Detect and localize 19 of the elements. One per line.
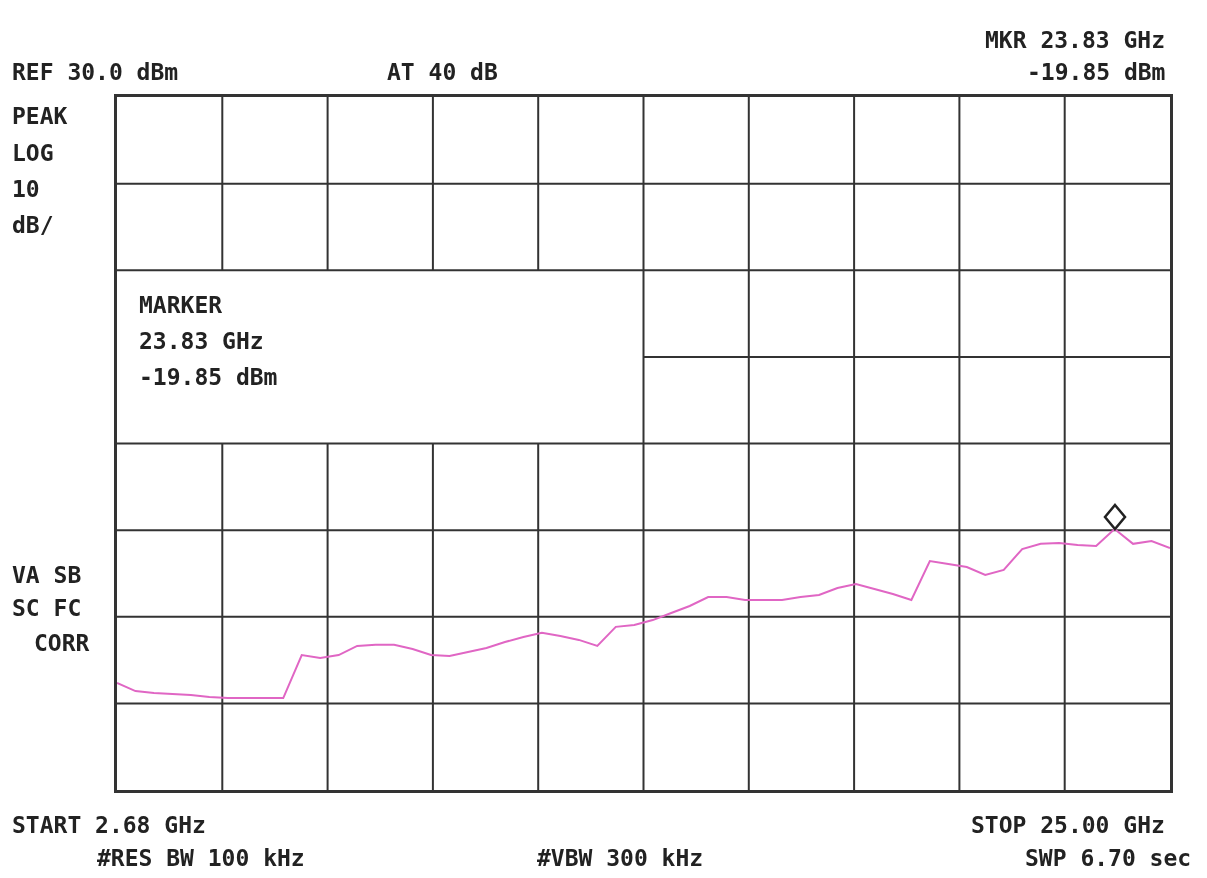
text: AT 40 dB	[387, 59, 498, 85]
text: -19.85 dBm	[1027, 59, 1166, 85]
text: dB/	[12, 212, 54, 238]
text: CORR	[34, 630, 90, 656]
text: STOP 25.00 GHz	[971, 812, 1165, 838]
text: -19.85 dBm	[139, 364, 278, 390]
text: VA SB	[12, 562, 82, 588]
text: SC FC	[12, 595, 82, 621]
text: #VBW 300 kHz	[537, 845, 704, 871]
text: 10	[12, 176, 40, 202]
text: #RES BW 100 kHz	[97, 845, 305, 871]
text: START 2.68 GHz	[12, 812, 206, 838]
text: REF 30.0 dBm	[12, 59, 179, 85]
text: LOG	[12, 140, 54, 166]
text: 23.83 GHz	[139, 328, 264, 354]
text: MKR 23.83 GHz	[985, 27, 1166, 53]
text: PEAK	[12, 103, 68, 129]
text: MARKER	[139, 292, 223, 318]
text: SWP 6.70 sec	[1025, 845, 1192, 871]
